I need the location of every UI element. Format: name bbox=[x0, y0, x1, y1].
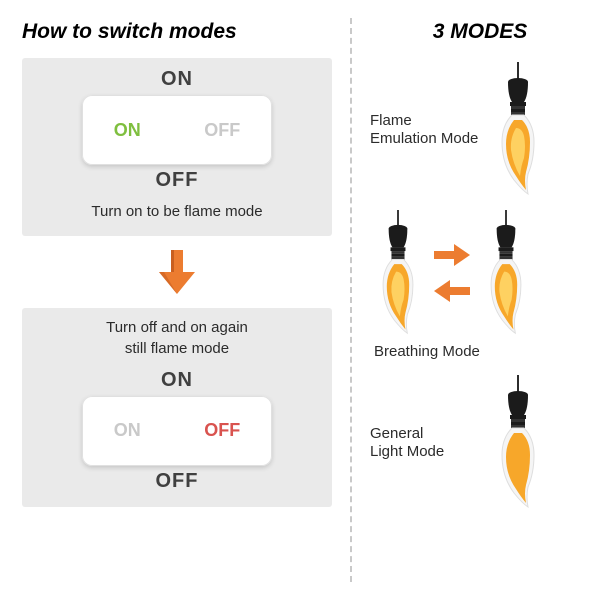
panel2-caption: Turn off and on again still flame mode bbox=[36, 318, 318, 359]
panel1-top-label: ON bbox=[36, 68, 318, 91]
switch1-on: ON bbox=[114, 120, 141, 141]
mode-row-breathing bbox=[370, 209, 590, 337]
bulb-breathing-left-icon bbox=[370, 209, 426, 337]
right-title: 3 MODES bbox=[370, 20, 590, 44]
switch-panel-2: Turn off and on again still flame mode O… bbox=[22, 308, 332, 507]
arrow-left-icon bbox=[432, 278, 472, 304]
mode2-label: Breathing Mode bbox=[374, 343, 590, 361]
switch-1[interactable]: ON OFF bbox=[82, 95, 272, 165]
panel1-caption: Turn on to be flame mode bbox=[36, 202, 318, 222]
arrow-right-icon bbox=[432, 242, 472, 268]
mode-row-general: General Light Mode bbox=[370, 375, 590, 510]
vertical-divider bbox=[350, 18, 352, 582]
bulb-general-icon bbox=[488, 375, 548, 510]
bulb-flame-icon bbox=[488, 62, 548, 197]
right-column: 3 MODES Flame Emulation Mode bbox=[350, 0, 600, 600]
mode-row-flame: Flame Emulation Mode bbox=[370, 62, 590, 197]
left-column: How to switch modes ON ON OFF OFF Turn o… bbox=[0, 0, 350, 600]
panel1-bottom-label: OFF bbox=[36, 169, 318, 192]
arrow-down-icon bbox=[155, 248, 199, 296]
panel2-top-label: ON bbox=[36, 369, 318, 392]
switch-panel-1: ON ON OFF OFF Turn on to be flame mode bbox=[22, 58, 332, 236]
breathing-arrows bbox=[432, 242, 472, 304]
panel2-bottom-label: OFF bbox=[36, 470, 318, 493]
switch2-on: ON bbox=[114, 420, 141, 441]
switch-2[interactable]: ON OFF bbox=[82, 396, 272, 466]
mode3-label: General Light Mode bbox=[370, 425, 480, 461]
switch2-off: OFF bbox=[204, 420, 240, 441]
bulb-breathing-right-icon bbox=[478, 209, 534, 337]
left-title: How to switch modes bbox=[22, 20, 332, 44]
mode1-label: Flame Emulation Mode bbox=[370, 112, 480, 148]
switch1-off: OFF bbox=[204, 120, 240, 141]
